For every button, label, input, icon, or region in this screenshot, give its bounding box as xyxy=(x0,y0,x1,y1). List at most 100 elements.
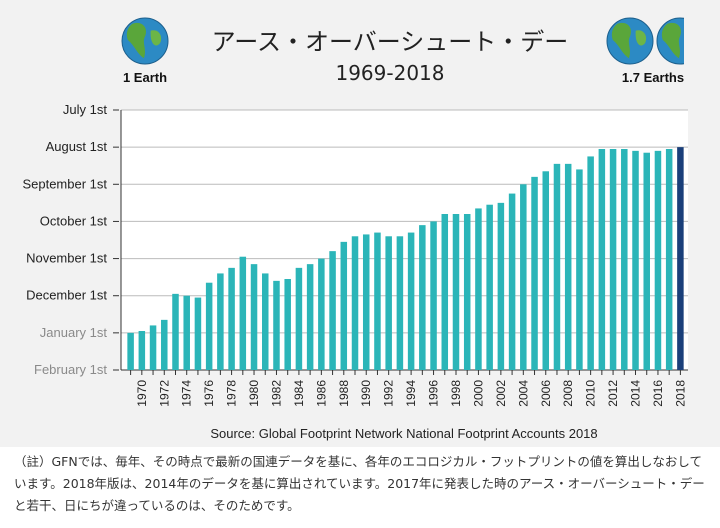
source-text: Source: Global Footprint Network Nationa… xyxy=(210,426,597,441)
globe-ocean xyxy=(606,17,654,65)
y-tick-label: November 1st xyxy=(26,251,107,266)
bar xyxy=(587,156,594,370)
bar xyxy=(138,331,146,370)
x-tick-label: 1990 xyxy=(359,380,373,407)
bar xyxy=(374,232,381,370)
globe-land xyxy=(150,30,162,46)
x-tick-label: 1972 xyxy=(157,380,171,407)
x-tick-label: 2002 xyxy=(494,380,508,407)
chart-title: アース・オーバーシュート・デー xyxy=(212,28,569,56)
y-tick-label: September 1st xyxy=(22,176,107,191)
globe-land xyxy=(635,30,647,46)
footnote-line: います。2018年版は、2014年のデータを基に算出されています。2017年に発… xyxy=(14,476,705,491)
bar xyxy=(149,325,157,370)
bar xyxy=(497,202,505,370)
y-tick-label: February 1st xyxy=(34,362,107,377)
x-tick-label: 2012 xyxy=(606,380,620,407)
globe-ocean xyxy=(656,17,684,65)
bar xyxy=(621,149,628,370)
bar xyxy=(553,163,561,370)
x-tick-label: 2016 xyxy=(651,380,665,407)
earth-globe-icon xyxy=(121,17,169,65)
bar xyxy=(250,264,258,370)
bar xyxy=(564,163,572,370)
bar xyxy=(329,251,336,370)
bar xyxy=(340,241,348,370)
bar xyxy=(318,258,325,370)
right-badge-label: 1.7 Earths xyxy=(622,70,684,85)
bar xyxy=(430,221,437,370)
bar xyxy=(205,282,213,370)
footnote-line: と若干、日にちが違っているのは、そのためです。 xyxy=(14,498,300,513)
bar xyxy=(217,273,224,370)
x-tick-label: 1982 xyxy=(270,380,284,407)
x-tick-label: 1974 xyxy=(180,380,194,407)
footnote-line: （註）GFNでは、毎年、その時点で最新の国連データを基に、各年のエコロジカル・フ… xyxy=(14,454,702,469)
bar xyxy=(419,225,426,370)
bar xyxy=(161,319,168,370)
y-tick-label: December 1st xyxy=(26,288,107,303)
globe-land xyxy=(661,22,682,59)
x-tick-label: 1998 xyxy=(449,380,463,407)
bar xyxy=(452,214,460,370)
globe-land xyxy=(611,22,632,59)
bar xyxy=(531,176,538,370)
left-badge-label: 1 Earth xyxy=(123,70,167,85)
chart-figure: アース・オーバーシュート・デー 1969-2018 1 Earth 1.7 Ea… xyxy=(0,0,720,447)
x-tick-label: 1994 xyxy=(404,380,418,407)
bar xyxy=(396,236,404,370)
bar xyxy=(385,236,392,370)
bar xyxy=(520,184,527,370)
bar xyxy=(654,150,662,370)
bar xyxy=(127,332,134,370)
bar xyxy=(273,280,280,370)
bar xyxy=(609,149,617,370)
bar xyxy=(632,150,639,370)
x-tick-label: 1976 xyxy=(202,380,216,407)
y-tick-label: July 1st xyxy=(63,102,107,117)
bar xyxy=(508,193,516,370)
bar xyxy=(598,149,606,370)
footnote: （註）GFNでは、毎年、その時点で最新の国連データを基に、各年のエコロジカル・フ… xyxy=(14,451,714,517)
globe-land xyxy=(126,22,147,59)
y-tick-label: January 1st xyxy=(40,325,108,340)
x-tick-label: 2000 xyxy=(471,380,485,407)
bar xyxy=(486,204,493,370)
bar xyxy=(172,293,179,370)
chart-svg: アース・オーバーシュート・デー 1969-2018 1 Earth 1.7 Ea… xyxy=(22,17,697,441)
chart-subtitle: 1969-2018 xyxy=(335,61,444,85)
bar xyxy=(576,169,583,370)
bar xyxy=(194,297,202,370)
x-tick-label: 1970 xyxy=(135,380,149,407)
x-tick-label: 1986 xyxy=(314,380,328,407)
bar xyxy=(183,295,190,370)
bar xyxy=(407,232,415,370)
y-tick-label: August 1st xyxy=(46,139,108,154)
x-tick-label: 2008 xyxy=(561,380,575,407)
bar xyxy=(475,208,482,370)
bar xyxy=(463,214,471,370)
earth-globes-icon xyxy=(606,17,697,65)
x-tick-label: 1992 xyxy=(382,380,396,407)
x-tick-label: 2006 xyxy=(539,380,553,407)
bar xyxy=(295,267,303,370)
bar xyxy=(228,267,235,370)
x-tick-label: 1980 xyxy=(247,380,261,407)
bar xyxy=(677,147,684,370)
globe-land xyxy=(686,30,697,45)
x-tick-label: 1978 xyxy=(225,380,239,407)
x-tick-label: 1996 xyxy=(427,380,441,407)
x-tick-label: 2014 xyxy=(629,380,643,407)
globe-ocean xyxy=(121,17,169,65)
bar xyxy=(351,236,359,370)
bar xyxy=(306,264,314,370)
x-tick-label: 1984 xyxy=(292,380,306,407)
x-tick-label: 2018 xyxy=(673,380,687,407)
bar xyxy=(665,149,673,370)
bar xyxy=(239,256,247,370)
x-tick-label: 2004 xyxy=(516,380,530,407)
x-tick-label: 1988 xyxy=(337,380,351,407)
globe-icon-second xyxy=(656,17,697,65)
bar xyxy=(441,214,449,370)
y-tick-label: October 1st xyxy=(40,213,108,228)
